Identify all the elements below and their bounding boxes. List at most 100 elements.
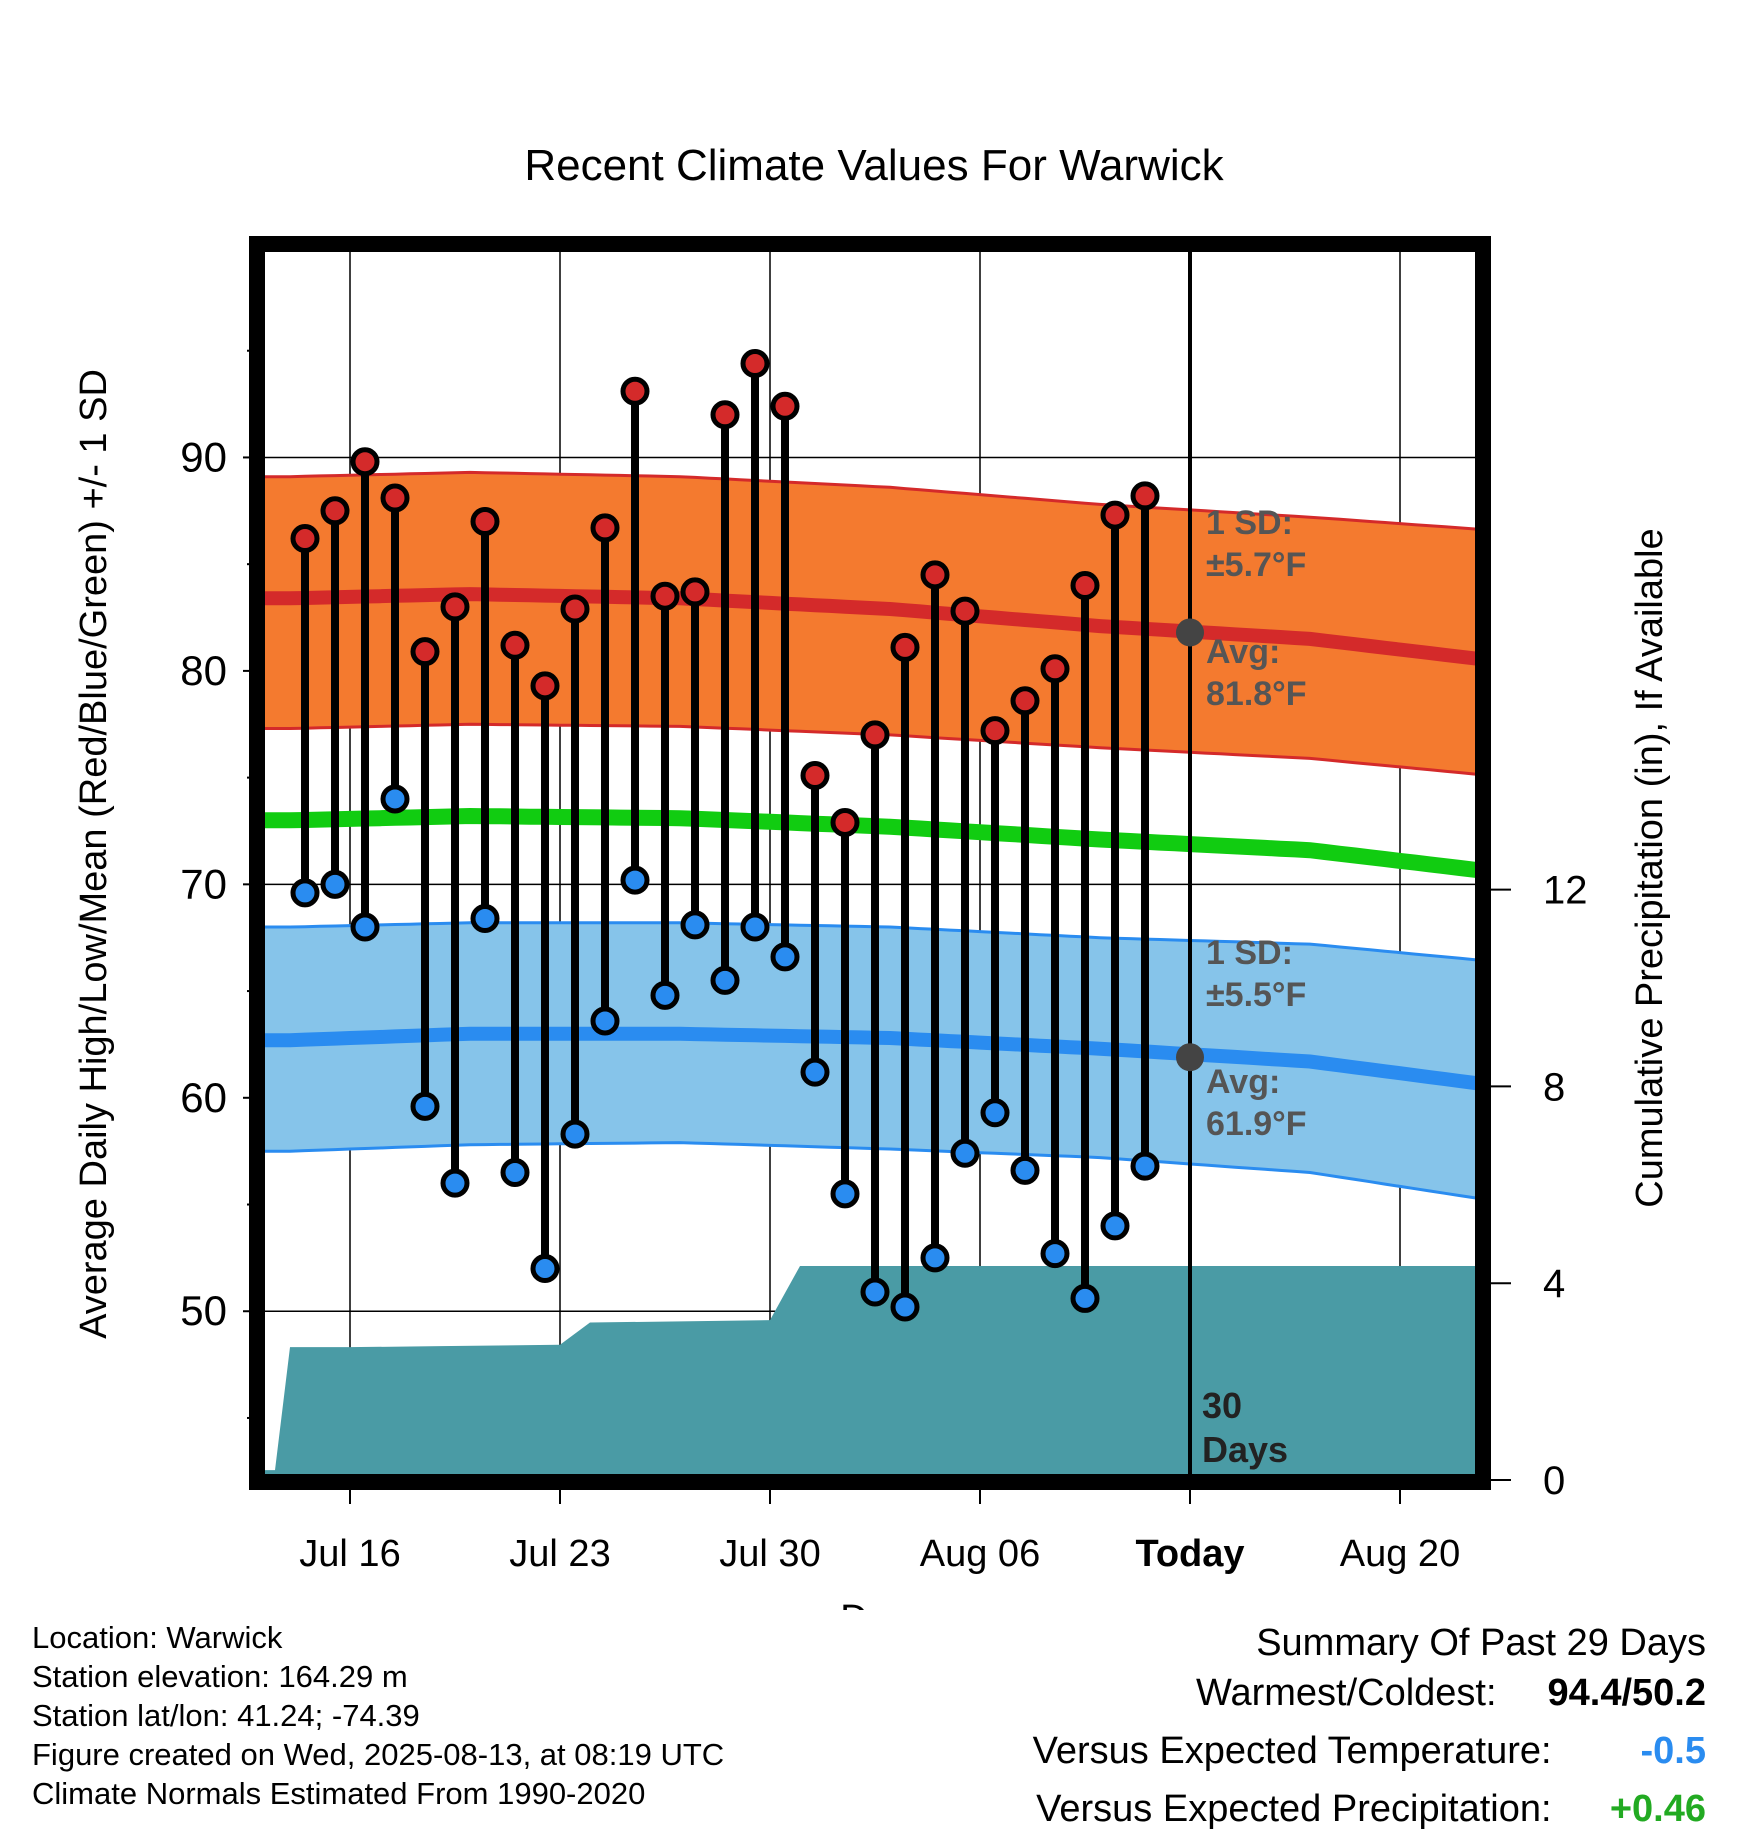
daily-low-point: [410, 1091, 440, 1121]
x-axis-label: Day: [840, 1598, 908, 1610]
y-axis-left-label: Average Daily High/Low/Mean (Red/Blue/Gr…: [73, 369, 115, 1339]
daily-high-point: [770, 391, 800, 421]
daily-high-point: [800, 760, 830, 790]
daily-low-point: [1130, 1151, 1160, 1181]
low-sd-label: 1 SD:: [1206, 934, 1293, 972]
daily-high-point: [980, 716, 1010, 746]
daily-high-point: [650, 581, 680, 611]
daily-low-point: [800, 1057, 830, 1087]
low-avg-value: 61.9°F: [1206, 1105, 1307, 1143]
temp-departure-value: -0.5: [1640, 1730, 1706, 1772]
daily-low-point: [320, 869, 350, 899]
normals-text: Climate Normals Estimated From 1990-2020: [32, 1776, 646, 1811]
precip-departure-value: +0.46: [1609, 1788, 1706, 1830]
high-avg-value: 81.8°F: [1206, 675, 1307, 713]
daily-high-point: [710, 400, 740, 430]
window-days-number: 30: [1202, 1385, 1242, 1426]
daily-high-point: [1130, 481, 1160, 511]
y-right-tick-label: 8: [1543, 1065, 1565, 1109]
y-right-tick-label: 4: [1543, 1262, 1565, 1306]
low-sd-value: ±5.5°F: [1206, 976, 1306, 1014]
x-tick-label: Jul 23: [509, 1533, 610, 1575]
daily-high-point: [320, 496, 350, 526]
created-text: Figure created on Wed, 2025-08-13, at 08…: [32, 1737, 725, 1772]
daily-low-point: [890, 1292, 920, 1322]
x-tick-label: Jul 16: [299, 1533, 400, 1575]
daily-high-point: [410, 637, 440, 667]
plot-area: 1 SD: ±5.7°F Avg: 81.8°F 1 SD: ±5.5°F Avg: 61.9…: [180, 236, 1588, 1575]
precip-departure-label: Versus Expected Precipitation:: [1036, 1788, 1552, 1830]
y-right-tick-label: 0: [1543, 1459, 1565, 1503]
daily-high-point: [500, 630, 530, 660]
x-tick-label: Aug 20: [1340, 1533, 1460, 1575]
x-tick-label: Jul 30: [719, 1533, 820, 1575]
y-left-tick-label: 50: [180, 1287, 227, 1334]
daily-low-point: [980, 1098, 1010, 1128]
daily-high-point: [860, 720, 890, 750]
daily-low-point: [380, 784, 410, 814]
daily-high-point: [620, 376, 650, 406]
y-axis-right-label: Cumulative Precipitation (in), If Availa…: [1629, 528, 1671, 1207]
daily-high-point: [920, 560, 950, 590]
daily-high-point: [950, 596, 980, 626]
daily-high-point: [830, 807, 860, 837]
daily-low-point: [710, 965, 740, 995]
x-tick-label: Aug 06: [920, 1533, 1040, 1575]
high-sd-band: [260, 472, 1483, 775]
chart-title: Recent Climate Values For Warwick: [524, 141, 1224, 190]
temp-departure-label: Versus Expected Temperature:: [1032, 1730, 1552, 1772]
daily-low-point: [290, 878, 320, 908]
elevation-text: Station elevation: 164.29 m: [32, 1659, 408, 1694]
daily-high-point: [470, 506, 500, 536]
daily-high-point: [890, 632, 920, 662]
daily-low-point: [650, 980, 680, 1010]
today-high-avg-marker: [1176, 618, 1204, 647]
x-tick-label: Today: [1135, 1533, 1244, 1575]
daily-low-point: [470, 903, 500, 933]
summary-panel: Summary Of Past 29 Days Warmest/Coldest:…: [1033, 1618, 1706, 1842]
daily-low-point: [440, 1168, 470, 1198]
daily-low-point: [560, 1119, 590, 1149]
daily-high-point: [590, 513, 620, 543]
warmest-coldest-label: Warmest/Coldest:: [1195, 1672, 1497, 1714]
daily-high-point: [1040, 654, 1070, 684]
daily-high-point: [740, 349, 770, 379]
y-left-tick-label: 60: [180, 1074, 227, 1121]
precip-area: [257, 1265, 1483, 1482]
daily-high-point: [350, 447, 380, 477]
plot-content: 1 SD: ±5.7°F Avg: 81.8°F 1 SD: ±5.5°F Avg: 61.9…: [257, 244, 1483, 1482]
daily-low-point: [1070, 1283, 1100, 1313]
warmest-coldest-value: 94.4/50.2: [1547, 1672, 1706, 1714]
daily-high-point: [290, 524, 320, 554]
y-left-tick-label: 90: [180, 433, 227, 480]
summary-title: Summary Of Past 29 Days: [1256, 1622, 1706, 1664]
daily-low-point: [500, 1158, 530, 1187]
daily-low-point: [530, 1254, 560, 1284]
daily-low-point: [770, 942, 800, 972]
daily-low-point: [590, 1006, 620, 1036]
y-left-tick-label: 70: [180, 860, 227, 907]
daily-high-point: [1010, 686, 1040, 716]
low-avg-label: Avg:: [1206, 1063, 1280, 1101]
station-info: Location: Warwick Station elevation: 164…: [32, 1618, 724, 1813]
daily-low-point: [740, 912, 770, 942]
daily-low-point: [1010, 1155, 1040, 1185]
high-avg-label: Avg:: [1206, 633, 1280, 671]
latlon-text: Station lat/lon: 41.24; -74.39: [32, 1698, 420, 1733]
daily-low-point: [620, 865, 650, 895]
daily-high-point: [1070, 571, 1100, 601]
daily-high-point: [680, 577, 710, 607]
daily-low-point: [1040, 1239, 1070, 1269]
high-sd-upper-line: [260, 470, 1483, 532]
high-avg-line: [260, 587, 1483, 667]
high-sd-value: ±5.7°F: [1206, 546, 1306, 584]
daily-low-point: [860, 1277, 890, 1307]
daily-high-point: [1100, 500, 1130, 530]
daily-low-point: [680, 910, 710, 940]
climate-chart: Recent Climate Values For Warwick 1 SD: ±…: [73, 141, 1671, 1610]
today-low-avg-marker: [1176, 1043, 1204, 1072]
daily-low-point: [350, 912, 380, 942]
window-days-word: Days: [1202, 1429, 1288, 1470]
location-text: Location: Warwick: [32, 1620, 283, 1655]
daily-high-point: [380, 483, 410, 513]
